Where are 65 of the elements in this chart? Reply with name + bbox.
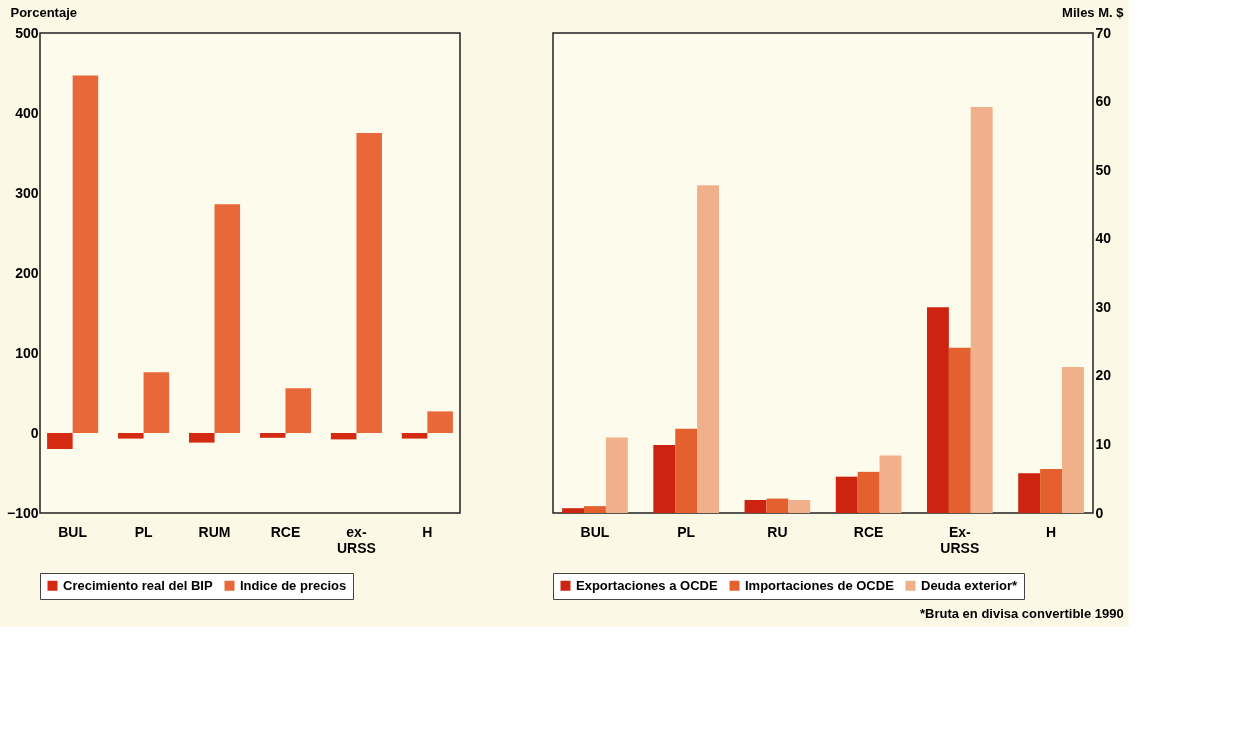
x-tick-label: H xyxy=(1045,523,1057,540)
y2-tick-label: 50 xyxy=(1095,161,1112,178)
bar xyxy=(1040,469,1062,513)
bar xyxy=(653,445,676,513)
bar xyxy=(879,455,902,513)
y2-tick-label: 10 xyxy=(1095,435,1112,452)
y2-tick-label: 30 xyxy=(1095,298,1112,315)
y-tick-label: 500 xyxy=(15,24,39,41)
bar xyxy=(948,347,971,513)
bar xyxy=(857,471,880,513)
y2-tick-label: 0 xyxy=(1095,504,1104,521)
legend-label: Deuda exterior* xyxy=(921,577,1019,593)
bar xyxy=(766,498,789,513)
x-tick-label: ex- URSS xyxy=(336,523,376,556)
y-tick-label: 100 xyxy=(15,344,39,361)
bar xyxy=(835,476,858,513)
text: *Bruta en divisa convertible 1990 xyxy=(919,606,1124,622)
y2-tick-label: 60 xyxy=(1095,93,1112,110)
y-axis-title: Porcentaje xyxy=(10,4,77,20)
bar xyxy=(584,506,606,513)
bar xyxy=(926,307,949,513)
bar xyxy=(697,185,720,513)
bar xyxy=(72,75,99,433)
x-tick-label: RCE xyxy=(270,523,301,540)
bar xyxy=(330,433,357,440)
bar xyxy=(788,499,811,513)
y2-tick-label: 20 xyxy=(1095,367,1112,384)
y2-axis-title: Miles M. $ xyxy=(1062,4,1125,20)
y-tick-label: −100 xyxy=(6,504,39,521)
y2-tick-label: 40 xyxy=(1095,230,1112,247)
bar xyxy=(427,411,453,433)
y-tick-label: 0 xyxy=(30,424,39,441)
bar xyxy=(1018,473,1041,513)
bar xyxy=(356,133,382,433)
bar xyxy=(47,433,73,449)
x-tick-label: PL xyxy=(134,523,153,540)
legend-label: Importaciones de OCDE xyxy=(745,577,895,593)
x-tick-label: BUL xyxy=(580,523,610,540)
bar xyxy=(118,433,144,439)
x-tick-label: BUL xyxy=(58,523,88,540)
bar xyxy=(675,428,698,513)
bar xyxy=(562,508,585,513)
y-tick-label: 400 xyxy=(15,104,39,121)
bar xyxy=(970,107,993,513)
bar xyxy=(188,433,215,443)
y-tick-label: 300 xyxy=(15,184,39,201)
x-tick-label: RUM xyxy=(198,523,231,540)
legend-label: Exportaciones a OCDE xyxy=(576,577,718,593)
bar xyxy=(143,372,170,433)
bar xyxy=(259,433,286,438)
bar xyxy=(401,433,428,439)
bar xyxy=(1061,366,1084,513)
x-tick-label: H xyxy=(422,523,433,540)
legend-label: Indice de precios xyxy=(240,577,347,593)
x-tick-label: PL xyxy=(677,523,696,540)
x-tick-label: RU xyxy=(767,523,788,540)
y-tick-label: 200 xyxy=(15,264,39,281)
y2-tick-label: 70 xyxy=(1095,24,1112,41)
bar xyxy=(285,388,312,433)
bar xyxy=(214,204,241,433)
x-tick-label: Ex- URSS xyxy=(940,523,980,556)
x-tick-label: RCE xyxy=(853,523,884,540)
legend-label: Crecimiento real del BIP xyxy=(63,577,213,593)
bar xyxy=(744,499,767,513)
bar xyxy=(605,437,628,513)
